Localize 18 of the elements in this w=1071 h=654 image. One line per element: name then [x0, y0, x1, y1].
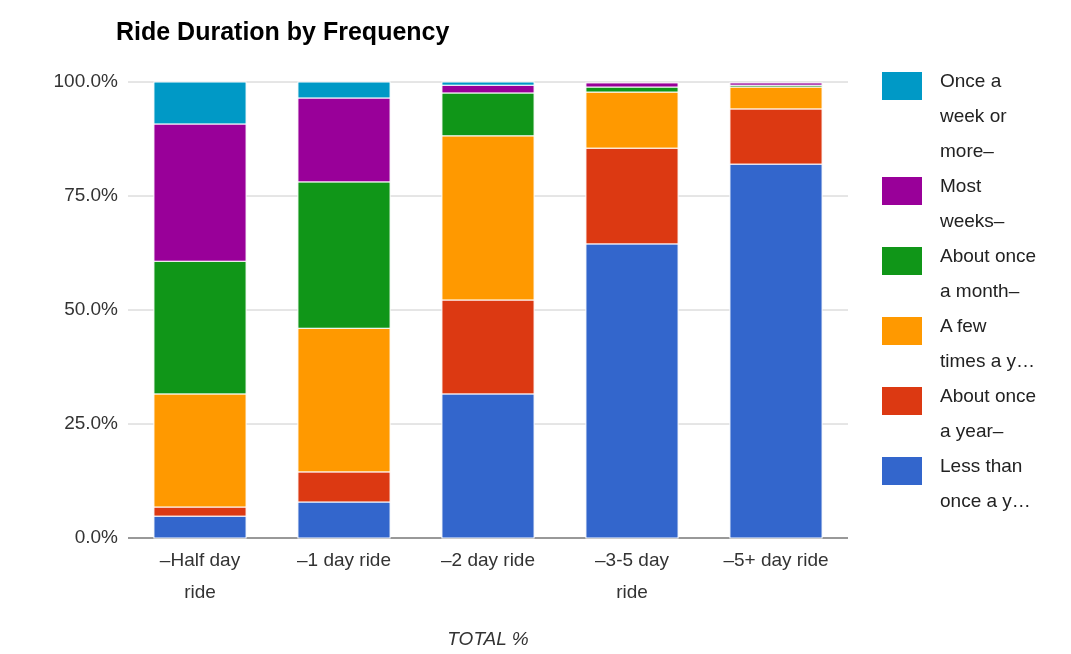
legend-label: Once a week or more– — [939, 70, 1008, 162]
y-tick-label: 0.0% — [74, 526, 119, 548]
x-tick-label: –Half day ride — [159, 549, 241, 602]
legend-label: About once a month– — [940, 245, 1037, 302]
legend-label: Most weeks– — [939, 175, 1005, 232]
x-tick-label: –1 day ride — [296, 549, 392, 570]
y-tick-label: 75.0% — [64, 184, 119, 206]
x-tick-label: –2 day ride — [440, 549, 536, 570]
y-tick-label: 50.0% — [64, 298, 119, 320]
legend-label: About once a year– — [940, 385, 1037, 442]
y-tick-label: 100.0% — [53, 70, 119, 92]
legend-label: Less than once a y… — [940, 455, 1031, 512]
x-tick-label: –3-5 day ride — [595, 549, 670, 602]
x-axis-title: TOTAL % — [447, 628, 529, 649]
x-tick-label: –5+ day ride — [723, 549, 829, 570]
y-tick-label: 25.0% — [64, 412, 119, 434]
chart-title: Ride Duration by Frequency — [116, 17, 450, 45]
legend-label: A few times a y… — [940, 315, 1036, 372]
